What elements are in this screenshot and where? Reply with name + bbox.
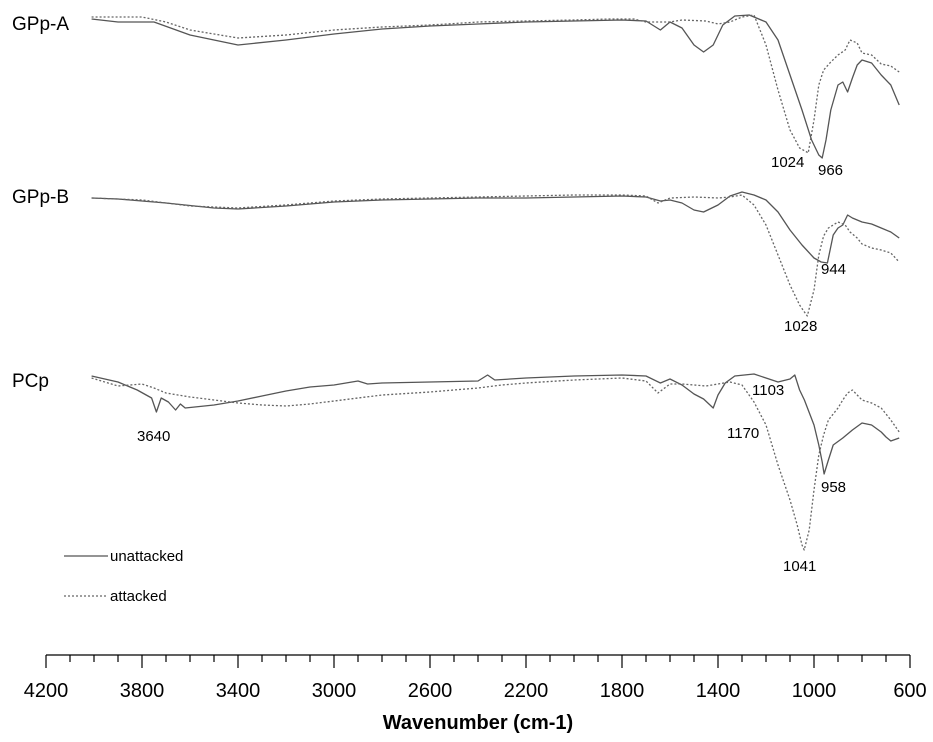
series-layer bbox=[91, 14, 900, 551]
x-tick-label-1800: 1800 bbox=[600, 680, 645, 702]
x-tick-label-1000: 1000 bbox=[792, 680, 837, 702]
panel-labels: GPp-A GPp-B PCp bbox=[12, 14, 69, 392]
x-ticks: 4200 3800 3400 3000 2600 2200 1800 1400 1000 600 bbox=[24, 655, 927, 702]
x-tick-label-2600: 2600 bbox=[408, 680, 453, 702]
annotation-1024: 1024 bbox=[771, 154, 804, 171]
series-gpp-a-unattacked bbox=[91, 14, 900, 159]
x-tick-label-1400: 1400 bbox=[696, 680, 741, 702]
x-tick-label-3400: 3400 bbox=[216, 680, 261, 702]
x-axis: 4200 3800 3400 3000 2600 2200 1800 1400 1000 600 … bbox=[24, 654, 927, 734]
peak-annotations: 1024 966 944 1028 3640 1103 1170 958 104… bbox=[137, 154, 846, 575]
annotation-966: 966 bbox=[818, 162, 843, 179]
series-gpp-b-attacked bbox=[91, 194, 900, 317]
annotation-958: 958 bbox=[821, 479, 846, 496]
x-tick-label-3000: 3000 bbox=[312, 680, 357, 702]
x-tick-label-600: 600 bbox=[893, 680, 926, 702]
annotation-944: 944 bbox=[821, 261, 846, 278]
legend-label-attacked: attacked bbox=[110, 588, 167, 605]
panel-label-gpp-b: GPp-B bbox=[12, 187, 69, 208]
series-pcp-attacked bbox=[91, 377, 900, 551]
annotation-1041: 1041 bbox=[783, 558, 816, 575]
legend-label-unattacked: unattacked bbox=[110, 548, 183, 565]
x-axis-title: Wavenumber (cm-1) bbox=[383, 712, 573, 734]
annotation-1103: 1103 bbox=[752, 382, 784, 399]
x-tick-label-4200: 4200 bbox=[24, 680, 69, 702]
x-tick-label-2200: 2200 bbox=[504, 680, 549, 702]
x-tick-label-3800: 3800 bbox=[120, 680, 165, 702]
legend: unattacked attacked bbox=[64, 548, 183, 605]
annotation-3640: 3640 bbox=[137, 428, 170, 445]
series-gpp-a-attacked bbox=[91, 14, 900, 154]
panel-label-pcp: PCp bbox=[12, 371, 49, 392]
annotation-1028: 1028 bbox=[784, 318, 817, 335]
series-gpp-b-unattacked bbox=[91, 191, 900, 264]
annotation-1170: 1170 bbox=[727, 425, 759, 442]
panel-label-gpp-a: GPp-A bbox=[12, 14, 69, 35]
series-pcp-unattacked bbox=[91, 373, 900, 475]
